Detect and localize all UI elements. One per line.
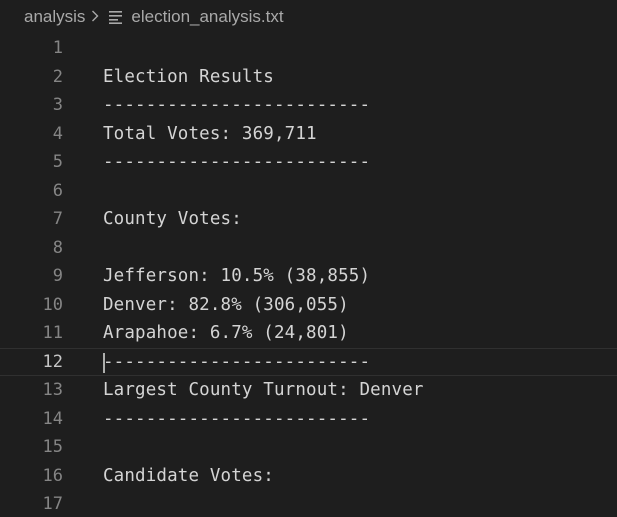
- current-code-line[interactable]: 12 -------------------------: [0, 347, 617, 376]
- line-number: 6: [52, 180, 63, 201]
- line-number: 3: [52, 95, 63, 115]
- line-number: 8: [52, 237, 63, 258]
- line-number: 2: [52, 66, 63, 87]
- breadcrumb: analysis election_analysis.txt: [0, 0, 617, 34]
- line-number: 9: [52, 266, 63, 286]
- editor-lines[interactable]: 1 2 Election Results 3 ---------------------…: [0, 34, 617, 517]
- line-number: 4: [52, 123, 63, 144]
- line-number: 10: [42, 294, 63, 315]
- line-text: -------------------------: [103, 95, 371, 115]
- code-line[interactable]: 17: [0, 490, 617, 517]
- line-text: Largest County Turnout: Denver: [103, 380, 424, 400]
- breadcrumb-folder[interactable]: analysis: [24, 7, 86, 26]
- line-number: 11: [42, 323, 63, 343]
- code-line[interactable]: 15: [0, 433, 617, 462]
- line-number: 7: [52, 209, 63, 229]
- text-file-icon: [109, 10, 123, 24]
- line-text: -------------------------: [103, 351, 371, 372]
- line-text: -------------------------: [103, 152, 371, 172]
- code-line[interactable]: 4 Total Votes: 369,711: [0, 120, 617, 149]
- code-line[interactable]: 6: [0, 177, 617, 206]
- code-line[interactable]: 14 -------------------------: [0, 405, 617, 434]
- chevron-right-icon: [91, 9, 99, 26]
- code-line[interactable]: 16 Candidate Votes:: [0, 462, 617, 491]
- line-text: -------------------------: [103, 408, 371, 429]
- line-text: Arapahoe: 6.7% (24,801): [103, 323, 349, 343]
- line-text: Jefferson: 10.5% (38,855): [103, 266, 371, 286]
- code-line[interactable]: 9 Jefferson: 10.5% (38,855): [0, 262, 617, 291]
- text-cursor: [103, 352, 105, 373]
- code-line[interactable]: 3 -------------------------: [0, 91, 617, 120]
- code-line[interactable]: 1: [0, 34, 617, 63]
- line-text: County Votes:: [103, 209, 242, 229]
- code-line[interactable]: 5 -------------------------: [0, 148, 617, 177]
- line-text: Denver: 82.8% (306,055): [103, 294, 349, 315]
- line-number: 5: [52, 152, 63, 172]
- line-text: Candidate Votes:: [103, 465, 274, 486]
- code-line[interactable]: 10 Denver: 82.8% (306,055): [0, 291, 617, 320]
- line-number: 14: [42, 408, 63, 429]
- code-line[interactable]: 2 Election Results: [0, 63, 617, 92]
- line-text: Election Results: [103, 66, 274, 87]
- code-line[interactable]: 13 Largest County Turnout: Denver: [0, 376, 617, 405]
- line-number: 1: [52, 38, 63, 58]
- code-line[interactable]: 8: [0, 234, 617, 263]
- code-line[interactable]: 11 Arapahoe: 6.7% (24,801): [0, 319, 617, 348]
- line-number: 17: [42, 494, 63, 514]
- code-line[interactable]: 7 County Votes:: [0, 205, 617, 234]
- line-number: 15: [42, 437, 63, 457]
- line-text: Total Votes: 369,711: [103, 123, 317, 144]
- line-number: 13: [42, 380, 63, 400]
- line-number: 12: [42, 351, 63, 372]
- line-number: 16: [42, 465, 63, 486]
- breadcrumb-file[interactable]: election_analysis.txt: [131, 7, 284, 26]
